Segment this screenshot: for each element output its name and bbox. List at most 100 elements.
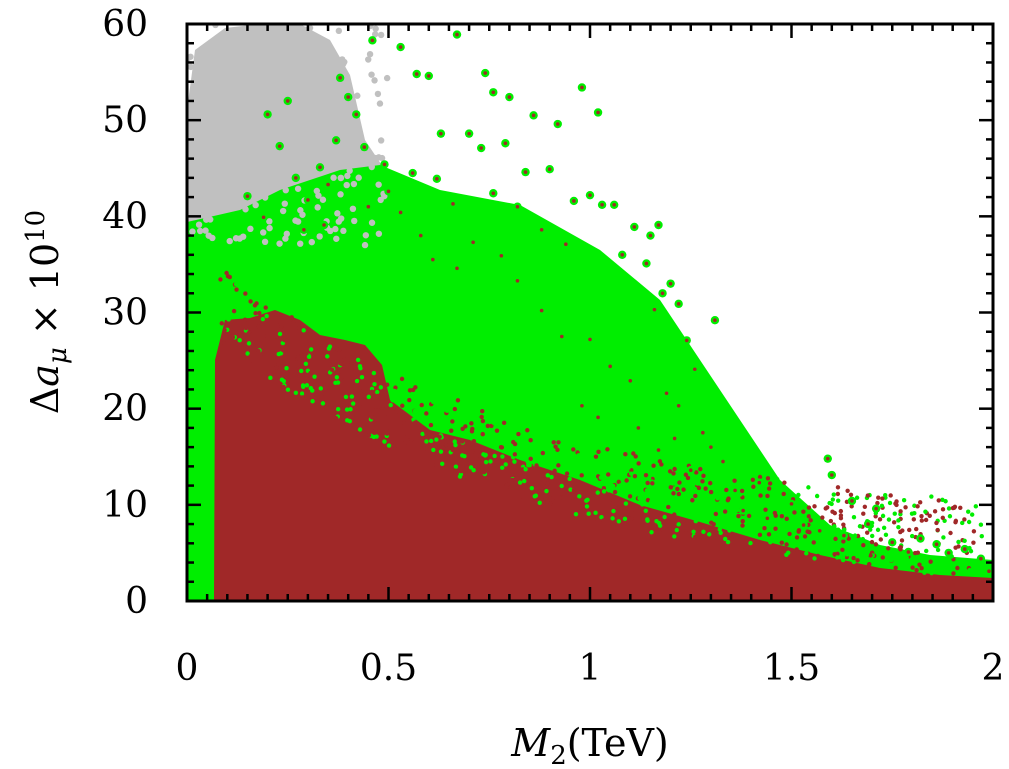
texture-dot	[945, 569, 951, 575]
scatter-point	[888, 538, 897, 547]
scatter-point	[932, 540, 941, 549]
texture-dot	[409, 437, 414, 442]
texture-dot	[763, 507, 768, 512]
scatter-point	[823, 454, 832, 463]
texture-dot	[350, 401, 356, 406]
texture-dot	[556, 463, 561, 468]
texture-dot	[713, 511, 719, 517]
gray-dot	[282, 186, 289, 194]
scatter-point	[476, 143, 486, 153]
scatter-point	[263, 110, 272, 119]
texture-dot	[550, 495, 556, 500]
texture-dot	[880, 555, 885, 560]
texture-dot	[532, 494, 537, 499]
texture-dot	[668, 485, 673, 490]
texture-dot	[845, 488, 850, 494]
texture-dot	[656, 501, 661, 507]
texture-dot	[516, 431, 521, 437]
texture-dot	[462, 454, 467, 459]
texture-dot	[375, 393, 381, 399]
gray-dot	[362, 232, 370, 239]
texture-dot	[732, 478, 737, 483]
gray-dot	[266, 218, 273, 225]
texture-dot	[485, 423, 491, 429]
texture-dot	[737, 503, 742, 508]
texture-dot	[369, 415, 375, 420]
texture-dot	[382, 439, 387, 444]
texture-dot	[719, 480, 725, 485]
texture-dot	[835, 498, 841, 503]
scatter-point	[755, 478, 764, 487]
texture-dot	[419, 402, 424, 408]
texture-dot	[607, 486, 613, 491]
texture-dot	[919, 566, 924, 571]
texture-dot	[765, 493, 770, 499]
texture-dot	[757, 532, 763, 538]
gray-dot	[325, 164, 333, 171]
texture-dot	[397, 398, 402, 404]
texture-dot	[339, 361, 345, 367]
texture-dot	[500, 454, 505, 459]
scatter-point	[364, 202, 373, 211]
texture-dot	[962, 517, 967, 522]
texture-dot	[326, 346, 332, 351]
texture-dot	[557, 495, 563, 500]
texture-dot	[586, 491, 591, 496]
texture-dot	[699, 496, 704, 502]
scatter-point	[436, 129, 446, 138]
texture-dot	[333, 346, 339, 351]
texture-dot	[331, 384, 336, 390]
texture-dot	[717, 484, 723, 489]
scatter-point	[698, 428, 708, 437]
texture-dot	[584, 498, 589, 503]
texture-dot	[886, 517, 892, 522]
texture-dot	[831, 547, 837, 552]
gray-dot	[383, 74, 391, 82]
texture-dot	[467, 414, 473, 420]
texture-dot	[877, 552, 883, 557]
texture-dot	[929, 570, 934, 576]
scatter-point	[396, 208, 405, 217]
texture-dot	[723, 536, 728, 542]
scatter-point	[650, 305, 659, 314]
texture-dot	[584, 448, 590, 453]
gray-dot	[375, 181, 382, 188]
y-tick-label: 10	[102, 485, 148, 526]
texture-dot	[573, 511, 579, 517]
gray-dot	[294, 185, 302, 192]
gray-dot	[338, 150, 345, 157]
texture-dot	[494, 428, 500, 433]
texture-dot	[971, 529, 977, 534]
texture-dot	[941, 535, 946, 540]
texture-dot	[588, 486, 593, 491]
texture-dot	[761, 488, 766, 493]
texture-dot	[632, 511, 638, 516]
scatter-point	[706, 442, 716, 452]
texture-dot	[808, 518, 813, 523]
texture-dot	[833, 536, 838, 542]
gray-dot	[349, 133, 356, 140]
scatter-point	[763, 514, 772, 523]
texture-dot	[251, 358, 256, 363]
gray-dot	[280, 151, 287, 158]
gray-dot	[238, 32, 245, 40]
texture-dot	[218, 294, 223, 299]
texture-dot	[832, 510, 838, 516]
texture-dot	[862, 504, 868, 509]
scatter-point	[976, 554, 986, 563]
texture-dot	[256, 348, 261, 354]
texture-dot	[804, 551, 809, 556]
texture-dot	[919, 513, 924, 519]
scatter-point	[537, 306, 546, 315]
scatter-point	[569, 196, 579, 206]
texture-dot	[743, 547, 748, 553]
texture-dot	[646, 475, 652, 481]
texture-dot	[308, 347, 314, 352]
texture-dot	[725, 539, 731, 545]
scatter-point	[291, 173, 301, 183]
texture-dot	[392, 388, 397, 394]
scatter-point	[416, 231, 425, 240]
texture-dot	[452, 468, 458, 473]
texture-dot	[812, 556, 817, 561]
texture-dot	[922, 554, 927, 559]
